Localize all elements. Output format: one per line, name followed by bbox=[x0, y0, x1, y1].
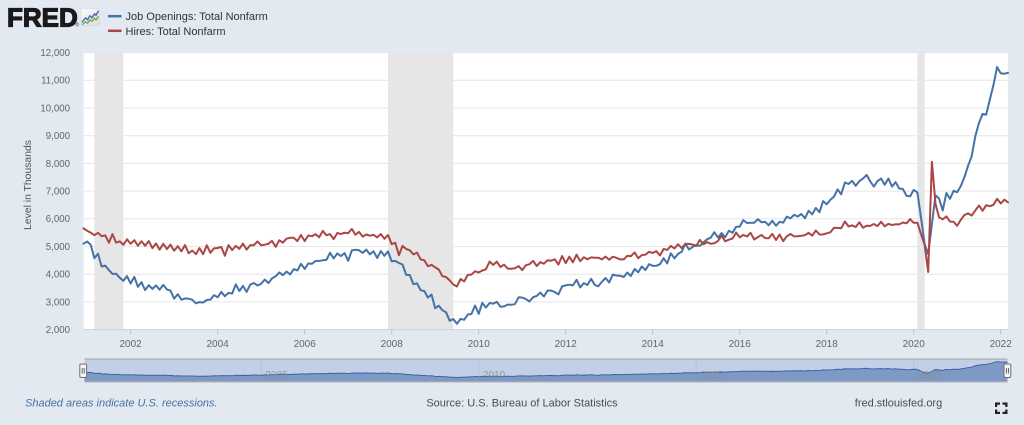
svg-text:Shaded areas indicate U.S. rec: Shaded areas indicate U.S. recessions. bbox=[25, 398, 218, 410]
svg-text:2014: 2014 bbox=[642, 339, 665, 350]
svg-text:10,000: 10,000 bbox=[40, 103, 70, 114]
svg-text:11,000: 11,000 bbox=[41, 76, 71, 87]
svg-text:2,000: 2,000 bbox=[46, 325, 71, 336]
svg-text:2020: 2020 bbox=[903, 339, 926, 350]
svg-text:FRED: FRED bbox=[7, 3, 78, 33]
svg-text:9,000: 9,000 bbox=[46, 131, 71, 142]
svg-text:Source: U.S. Bureau of Labor S: Source: U.S. Bureau of Labor Statistics bbox=[426, 398, 618, 410]
svg-text:Hires: Total Nonfarm: Hires: Total Nonfarm bbox=[126, 26, 226, 38]
svg-text:7,000: 7,000 bbox=[46, 187, 71, 198]
svg-text:2020: 2020 bbox=[918, 370, 941, 381]
svg-text:2016: 2016 bbox=[729, 339, 752, 350]
svg-text:2010: 2010 bbox=[468, 339, 491, 350]
svg-text:Level in Thousands: Level in Thousands bbox=[23, 140, 34, 230]
svg-text:8,000: 8,000 bbox=[46, 159, 71, 170]
svg-text:5,000: 5,000 bbox=[46, 242, 71, 253]
svg-text:6,000: 6,000 bbox=[46, 214, 71, 225]
svg-text:fred.stlouisfed.org: fred.stlouisfed.org bbox=[855, 398, 942, 410]
svg-text:2022: 2022 bbox=[990, 339, 1013, 350]
svg-text:4,000: 4,000 bbox=[46, 270, 71, 281]
svg-text:Job Openings: Total Nonfarm: Job Openings: Total Nonfarm bbox=[126, 11, 268, 23]
svg-text:®: ® bbox=[76, 22, 80, 29]
svg-text:2004: 2004 bbox=[206, 339, 229, 350]
svg-text:2005: 2005 bbox=[265, 370, 288, 381]
svg-text:2018: 2018 bbox=[816, 339, 839, 350]
svg-text:2012: 2012 bbox=[555, 339, 578, 350]
svg-text:2015: 2015 bbox=[700, 370, 723, 381]
svg-text:12,000: 12,000 bbox=[40, 48, 70, 59]
svg-text:3,000: 3,000 bbox=[46, 297, 71, 308]
svg-text:2010: 2010 bbox=[483, 370, 506, 381]
svg-text:2008: 2008 bbox=[381, 339, 404, 350]
svg-text:2002: 2002 bbox=[119, 339, 142, 350]
svg-text:2006: 2006 bbox=[294, 339, 317, 350]
